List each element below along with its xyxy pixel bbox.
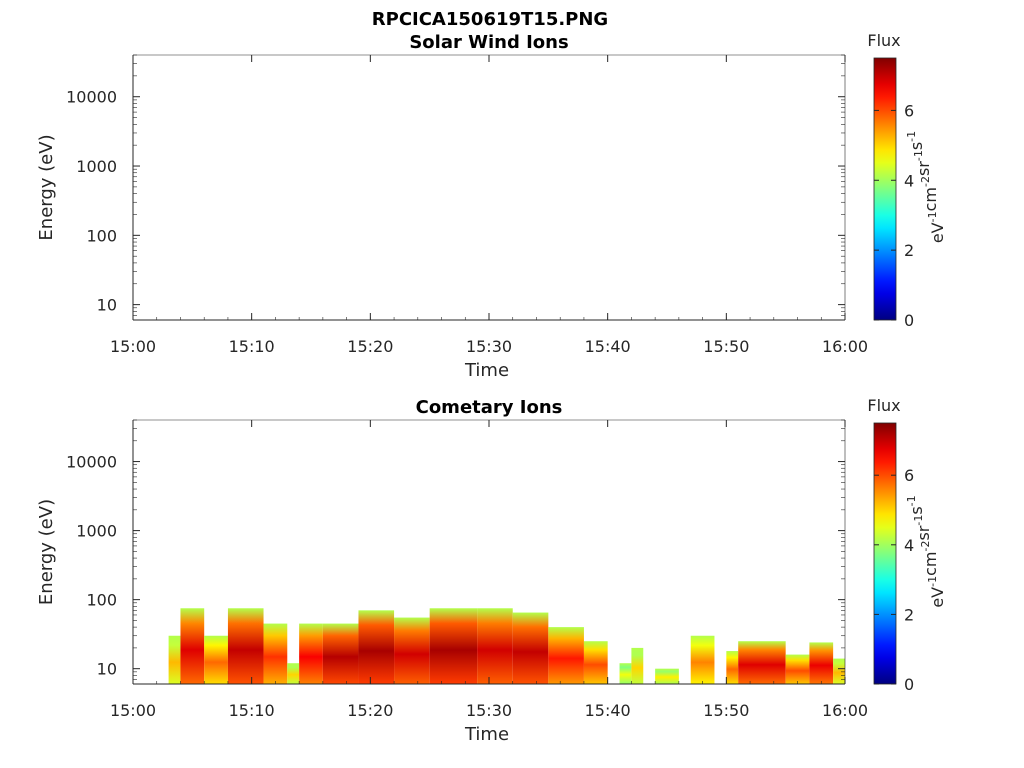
flux-segment xyxy=(738,641,786,684)
unit-exponent: -1 xyxy=(926,211,939,222)
flux-segment xyxy=(263,623,288,684)
unit-exponent: -1 xyxy=(905,131,918,142)
y-tick-label: 1000 xyxy=(76,157,117,176)
colorbar-title: Flux xyxy=(867,396,900,415)
flux-segment xyxy=(690,635,715,684)
flux-segment xyxy=(180,608,205,684)
x-tick-label: 15:30 xyxy=(466,337,512,356)
unit-base: cm xyxy=(921,187,940,211)
flux-segment xyxy=(631,647,644,684)
colorbar-gradient xyxy=(873,422,897,685)
x-tick-label: 15:40 xyxy=(585,701,631,720)
unit-base: s xyxy=(907,142,926,150)
unit-base: eV xyxy=(928,222,947,243)
colorbar-tick-label: 6 xyxy=(904,466,914,485)
unit-base: s xyxy=(907,506,926,514)
flux-segment xyxy=(204,635,228,684)
flux-segment xyxy=(655,668,679,684)
flux-segment xyxy=(394,617,430,684)
y-tick-label: 10 xyxy=(97,296,117,315)
flux-segment xyxy=(726,651,739,684)
flux-segment xyxy=(809,642,834,684)
x-tick-label: 15:50 xyxy=(703,701,749,720)
flux-segment xyxy=(785,654,810,684)
y-tick-label: 10000 xyxy=(66,453,117,472)
colorbar-tick-label: 2 xyxy=(904,241,914,260)
unit-exponent: -1 xyxy=(905,495,918,506)
unit-base: sr xyxy=(914,161,933,176)
flux-segment xyxy=(322,623,359,684)
y-axis-label: Energy (eV) xyxy=(36,134,57,240)
colorbar-tick-label: 2 xyxy=(904,605,914,624)
panel-title: Cometary Ions xyxy=(416,397,563,418)
flux-segment xyxy=(548,627,584,684)
x-tick-label: 15:20 xyxy=(347,337,393,356)
y-tick-label: 10000 xyxy=(66,88,117,107)
flux-segment xyxy=(833,658,845,684)
colorbar-tick-label: 4 xyxy=(904,536,914,555)
figure-title: RPCICA150619T15.PNG xyxy=(372,9,608,30)
unit-exponent: -1 xyxy=(926,576,939,587)
panel-title: Solar Wind Ions xyxy=(409,32,568,53)
y-tick-label: 10 xyxy=(97,660,117,679)
colorbar-title: Flux xyxy=(867,31,900,50)
panel-cometary-ions: Cometary Ions 15:00 15:10 15:20 15:30 15:40 15… xyxy=(36,396,947,745)
flux-segment xyxy=(619,663,632,684)
flux-segment xyxy=(512,612,549,684)
x-tick-label: 15:30 xyxy=(466,701,512,720)
x-tick-label: 15:00 xyxy=(110,337,156,356)
flux-segment xyxy=(168,635,181,684)
x-tick-label: 16:00 xyxy=(822,337,868,356)
x-tick-label: 15:40 xyxy=(585,337,631,356)
spectrogram-data xyxy=(168,608,845,684)
flux-segment xyxy=(429,608,478,684)
flux-segment xyxy=(477,608,513,684)
x-tick-label: 15:20 xyxy=(347,701,393,720)
flux-segment xyxy=(358,610,395,684)
x-axis-label: Time xyxy=(464,360,509,381)
flux-segment xyxy=(299,623,323,684)
colorbar-tick-label: 0 xyxy=(904,675,914,694)
x-tick-label: 16:00 xyxy=(822,701,868,720)
y-tick-label: 1000 xyxy=(76,522,117,541)
colorbar-tick-label: 4 xyxy=(904,171,914,190)
unit-base: sr xyxy=(914,525,933,540)
x-tick-label: 15:10 xyxy=(229,701,275,720)
colorbar-tick-label: 6 xyxy=(904,101,914,120)
x-tick-label: 15:10 xyxy=(229,337,275,356)
colorbar-units-label: eV-1cm-2sr-1s-1 xyxy=(905,131,947,243)
y-axis-label: Energy (eV) xyxy=(36,499,57,605)
unit-exponent: -2 xyxy=(919,176,932,187)
unit-exponent: -1 xyxy=(912,515,925,526)
flux-segment xyxy=(287,663,300,684)
flux-segment xyxy=(227,608,264,684)
y-tick-label: 100 xyxy=(86,591,117,610)
unit-exponent: -1 xyxy=(912,150,925,161)
unit-exponent: -2 xyxy=(919,541,932,552)
panel-solar-wind-ions: Solar Wind Ions 15:00 15:10 15:20 15:30 15:40… xyxy=(36,31,947,381)
unit-base: cm xyxy=(921,552,940,576)
colorbar-gradient xyxy=(873,57,897,321)
flux-segment xyxy=(583,641,608,684)
x-tick-label: 15:00 xyxy=(110,701,156,720)
unit-base: eV xyxy=(928,587,947,608)
y-tick-label: 100 xyxy=(86,226,117,245)
colorbar-units-label: eV-1cm-2sr-1s-1 xyxy=(905,495,947,607)
x-axis-label: Time xyxy=(464,724,509,745)
x-tick-label: 15:50 xyxy=(703,337,749,356)
colorbar-tick-label: 0 xyxy=(904,311,914,330)
